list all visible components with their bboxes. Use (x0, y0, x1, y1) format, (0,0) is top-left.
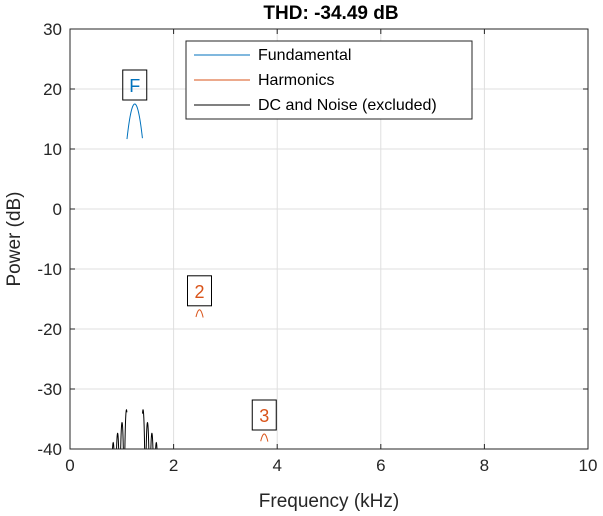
fundamental-series-line (126, 103, 143, 140)
y-axis-label: Power (dB) (4, 191, 25, 286)
y-tick-label: -10 (37, 260, 62, 279)
y-tick-label: -20 (37, 320, 62, 339)
peak-marker-label: 2 (194, 282, 204, 302)
y-tick-label: -40 (37, 440, 62, 459)
axes-box (69, 28, 589, 450)
legend-label-harmonics: Harmonics (258, 72, 334, 89)
harmonic-series-line (195, 309, 204, 318)
peak-marker-box (251, 399, 277, 431)
peak-marker-box (187, 275, 212, 307)
x-axis-label: Frequency (kHz) (259, 491, 399, 512)
y-tick-label: 20 (43, 80, 62, 99)
chart-title: THD: -34.49 dB (263, 3, 398, 24)
tick-marks (69, 28, 589, 450)
y-tick-label: -30 (37, 380, 62, 399)
peak-markers: F 2 3 (122, 69, 277, 431)
x-tick-label: 10 (579, 456, 598, 475)
y-tick-label: 0 (53, 200, 62, 219)
legend-label-fundamental: Fundamental (258, 47, 351, 64)
x-tick-label: 0 (65, 456, 74, 475)
x-tick-label: 6 (376, 456, 385, 475)
y-tick-label: 10 (43, 140, 62, 159)
legend[interactable]: Fundamental Harmonics DC and Noise (excl… (185, 40, 473, 120)
peak-marker-box (122, 69, 148, 101)
harmonic-series-line (260, 433, 269, 442)
y-tick-label: 30 (43, 20, 62, 39)
x-tick-labels: 0 2 4 6 8 10 (65, 456, 597, 475)
x-tick-label: 8 (480, 456, 489, 475)
peak-marker-label: F (129, 76, 140, 96)
x-tick-label: 2 (169, 456, 178, 475)
peak-marker-label: 3 (259, 406, 269, 426)
y-tick-labels: -40 -30 -20 -10 0 10 20 30 (37, 20, 62, 459)
legend-label-noise: DC and Noise (excluded) (258, 97, 437, 114)
x-tick-label: 4 (272, 456, 281, 475)
